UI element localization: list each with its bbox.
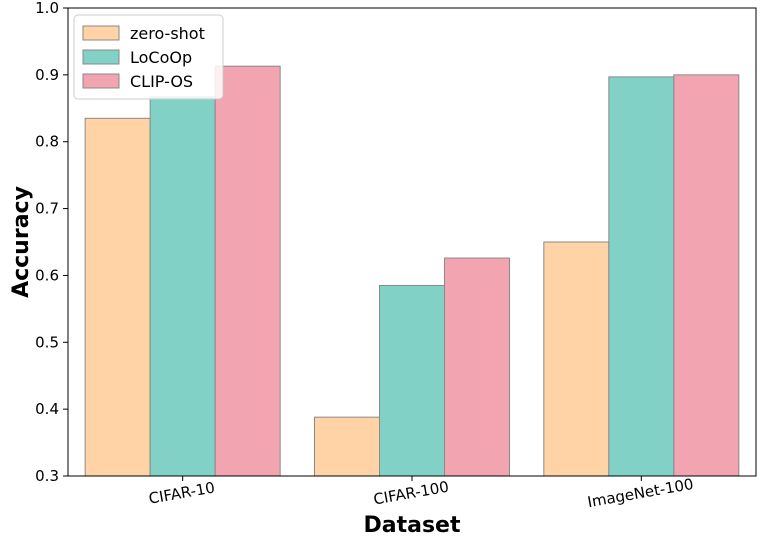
bar-zero-shot-cifar-100 [314, 416, 380, 477]
y-tick-label: 0.8 [35, 133, 59, 151]
y-axis-title: Accuracy [9, 186, 34, 298]
x-tick-label: CIFAR-10 [147, 478, 216, 507]
x-axis: CIFAR-10 CIFAR-100 ImageNet-100 [147, 475, 695, 511]
y-axis: 0.3 0.4 0.5 0.6 0.7 0.8 0.9 1.0 [35, 0, 68, 485]
legend-label-clip-os: CLIP-OS [130, 72, 193, 91]
y-tick-label: 0.9 [35, 66, 59, 84]
bar-clip-os-imagenet-100 [673, 74, 740, 477]
bar-clip-os-cifar-100 [444, 257, 510, 477]
y-tick-label: 0.3 [35, 467, 59, 485]
bar-zero-shot-imagenet-100 [543, 241, 610, 477]
legend-swatch-zero-shot [82, 25, 120, 41]
legend-label-locoop: LoCoOp [130, 48, 192, 67]
bar-locoop-imagenet-100 [608, 76, 675, 477]
x-axis-title: Dataset [363, 513, 460, 538]
bars-group [84, 65, 740, 477]
x-tick-label: ImageNet-100 [586, 475, 695, 511]
legend-swatch-clip-os [82, 73, 120, 89]
bar-clip-os-cifar-10 [214, 65, 281, 477]
bar-zero-shot-cifar-10 [84, 117, 151, 477]
legend-swatch-locoop [82, 49, 120, 65]
bar-locoop-cifar-100 [379, 284, 445, 477]
y-tick-label: 1.0 [35, 0, 59, 17]
legend: zero-shot LoCoOp CLIP-OS [73, 14, 224, 100]
y-tick-label: 0.6 [35, 266, 59, 284]
y-tick-label: 0.5 [35, 333, 59, 351]
y-tick-label: 0.7 [35, 200, 59, 218]
x-tick-label: CIFAR-100 [372, 478, 450, 509]
y-tick-label: 0.4 [35, 400, 59, 418]
bar-locoop-cifar-10 [149, 96, 216, 477]
legend-label-zero-shot: zero-shot [130, 24, 205, 43]
